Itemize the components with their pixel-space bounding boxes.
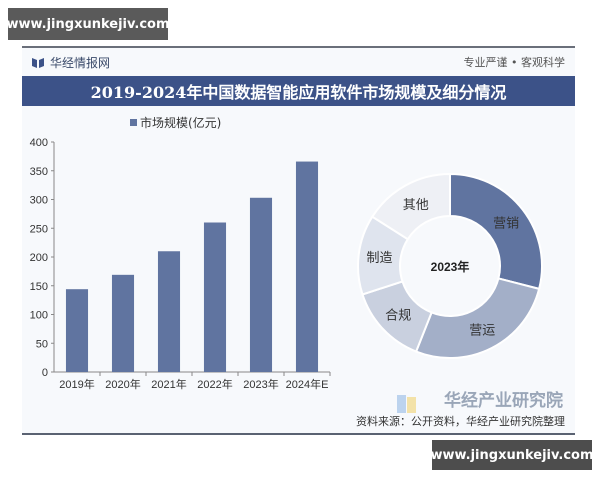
watermark-bottom: www.jingxunkejiv.com bbox=[430, 440, 594, 470]
donut-center-label: 2023年 bbox=[431, 259, 470, 274]
y-tick-label: 150 bbox=[30, 281, 48, 293]
y-tick-label: 50 bbox=[36, 338, 48, 350]
bar bbox=[157, 251, 181, 372]
bar-chart: 0 50 100 150 200 250 300 350 400 2019年 2020年 2021年 2… bbox=[30, 137, 331, 391]
data-source: 资料来源：公开资料，华经产业研究院整理 bbox=[356, 415, 565, 428]
y-tick-label: 250 bbox=[30, 223, 48, 235]
brand: 华经情报网 bbox=[32, 54, 110, 71]
institute-name: 华经产业研究院 bbox=[444, 391, 563, 411]
x-tick-label: 2021年 bbox=[151, 377, 186, 391]
legend-swatch bbox=[130, 119, 137, 126]
x-tick-label: 2024年E bbox=[286, 377, 329, 391]
y-tick-label: 0 bbox=[42, 367, 48, 379]
x-tick-label: 2023年 bbox=[243, 377, 278, 391]
brand-logo-icon bbox=[32, 57, 44, 68]
x-tick-label: 2020年 bbox=[105, 377, 140, 391]
slice-label: 营运 bbox=[469, 322, 495, 337]
bar bbox=[203, 222, 227, 372]
y-tick-label: 300 bbox=[30, 195, 48, 207]
y-tick-label: 100 bbox=[30, 310, 48, 322]
y-tick-label: 350 bbox=[30, 166, 48, 178]
bar bbox=[249, 197, 273, 372]
donut-slice bbox=[370, 172, 451, 241]
slice-label: 营销 bbox=[493, 215, 519, 230]
legend-label: 市场规模(亿元) bbox=[140, 116, 222, 130]
y-tick-label: 400 bbox=[30, 137, 48, 149]
slice-label: 合规 bbox=[385, 308, 411, 323]
institute-logo-icon bbox=[397, 395, 416, 413]
bar-legend: 市场规模(亿元) bbox=[130, 114, 221, 131]
bar bbox=[295, 161, 319, 372]
chart-card: 华经情报网 专业严谨 • 客观科学 2019-2024年中国数据智能应用软件市场… bbox=[22, 46, 575, 435]
x-tick-label: 2019年 bbox=[59, 377, 94, 391]
donut-slice bbox=[414, 277, 541, 359]
slice-label: 其他 bbox=[403, 197, 429, 212]
y-tick-label: 200 bbox=[30, 252, 48, 264]
chart-title: 2019-2024年中国数据智能应用软件市场规模及细分情况 bbox=[22, 76, 575, 106]
x-tick-label: 2022年 bbox=[197, 377, 232, 391]
donut-slice bbox=[449, 172, 543, 291]
motto: 专业严谨 • 客观科学 bbox=[463, 56, 565, 69]
brand-name: 华经情报网 bbox=[50, 56, 111, 70]
watermark-top: www.jingxunkejiv.com bbox=[6, 8, 170, 40]
slice-label: 制造 bbox=[367, 250, 393, 265]
bar bbox=[65, 289, 89, 372]
bar bbox=[111, 274, 135, 372]
